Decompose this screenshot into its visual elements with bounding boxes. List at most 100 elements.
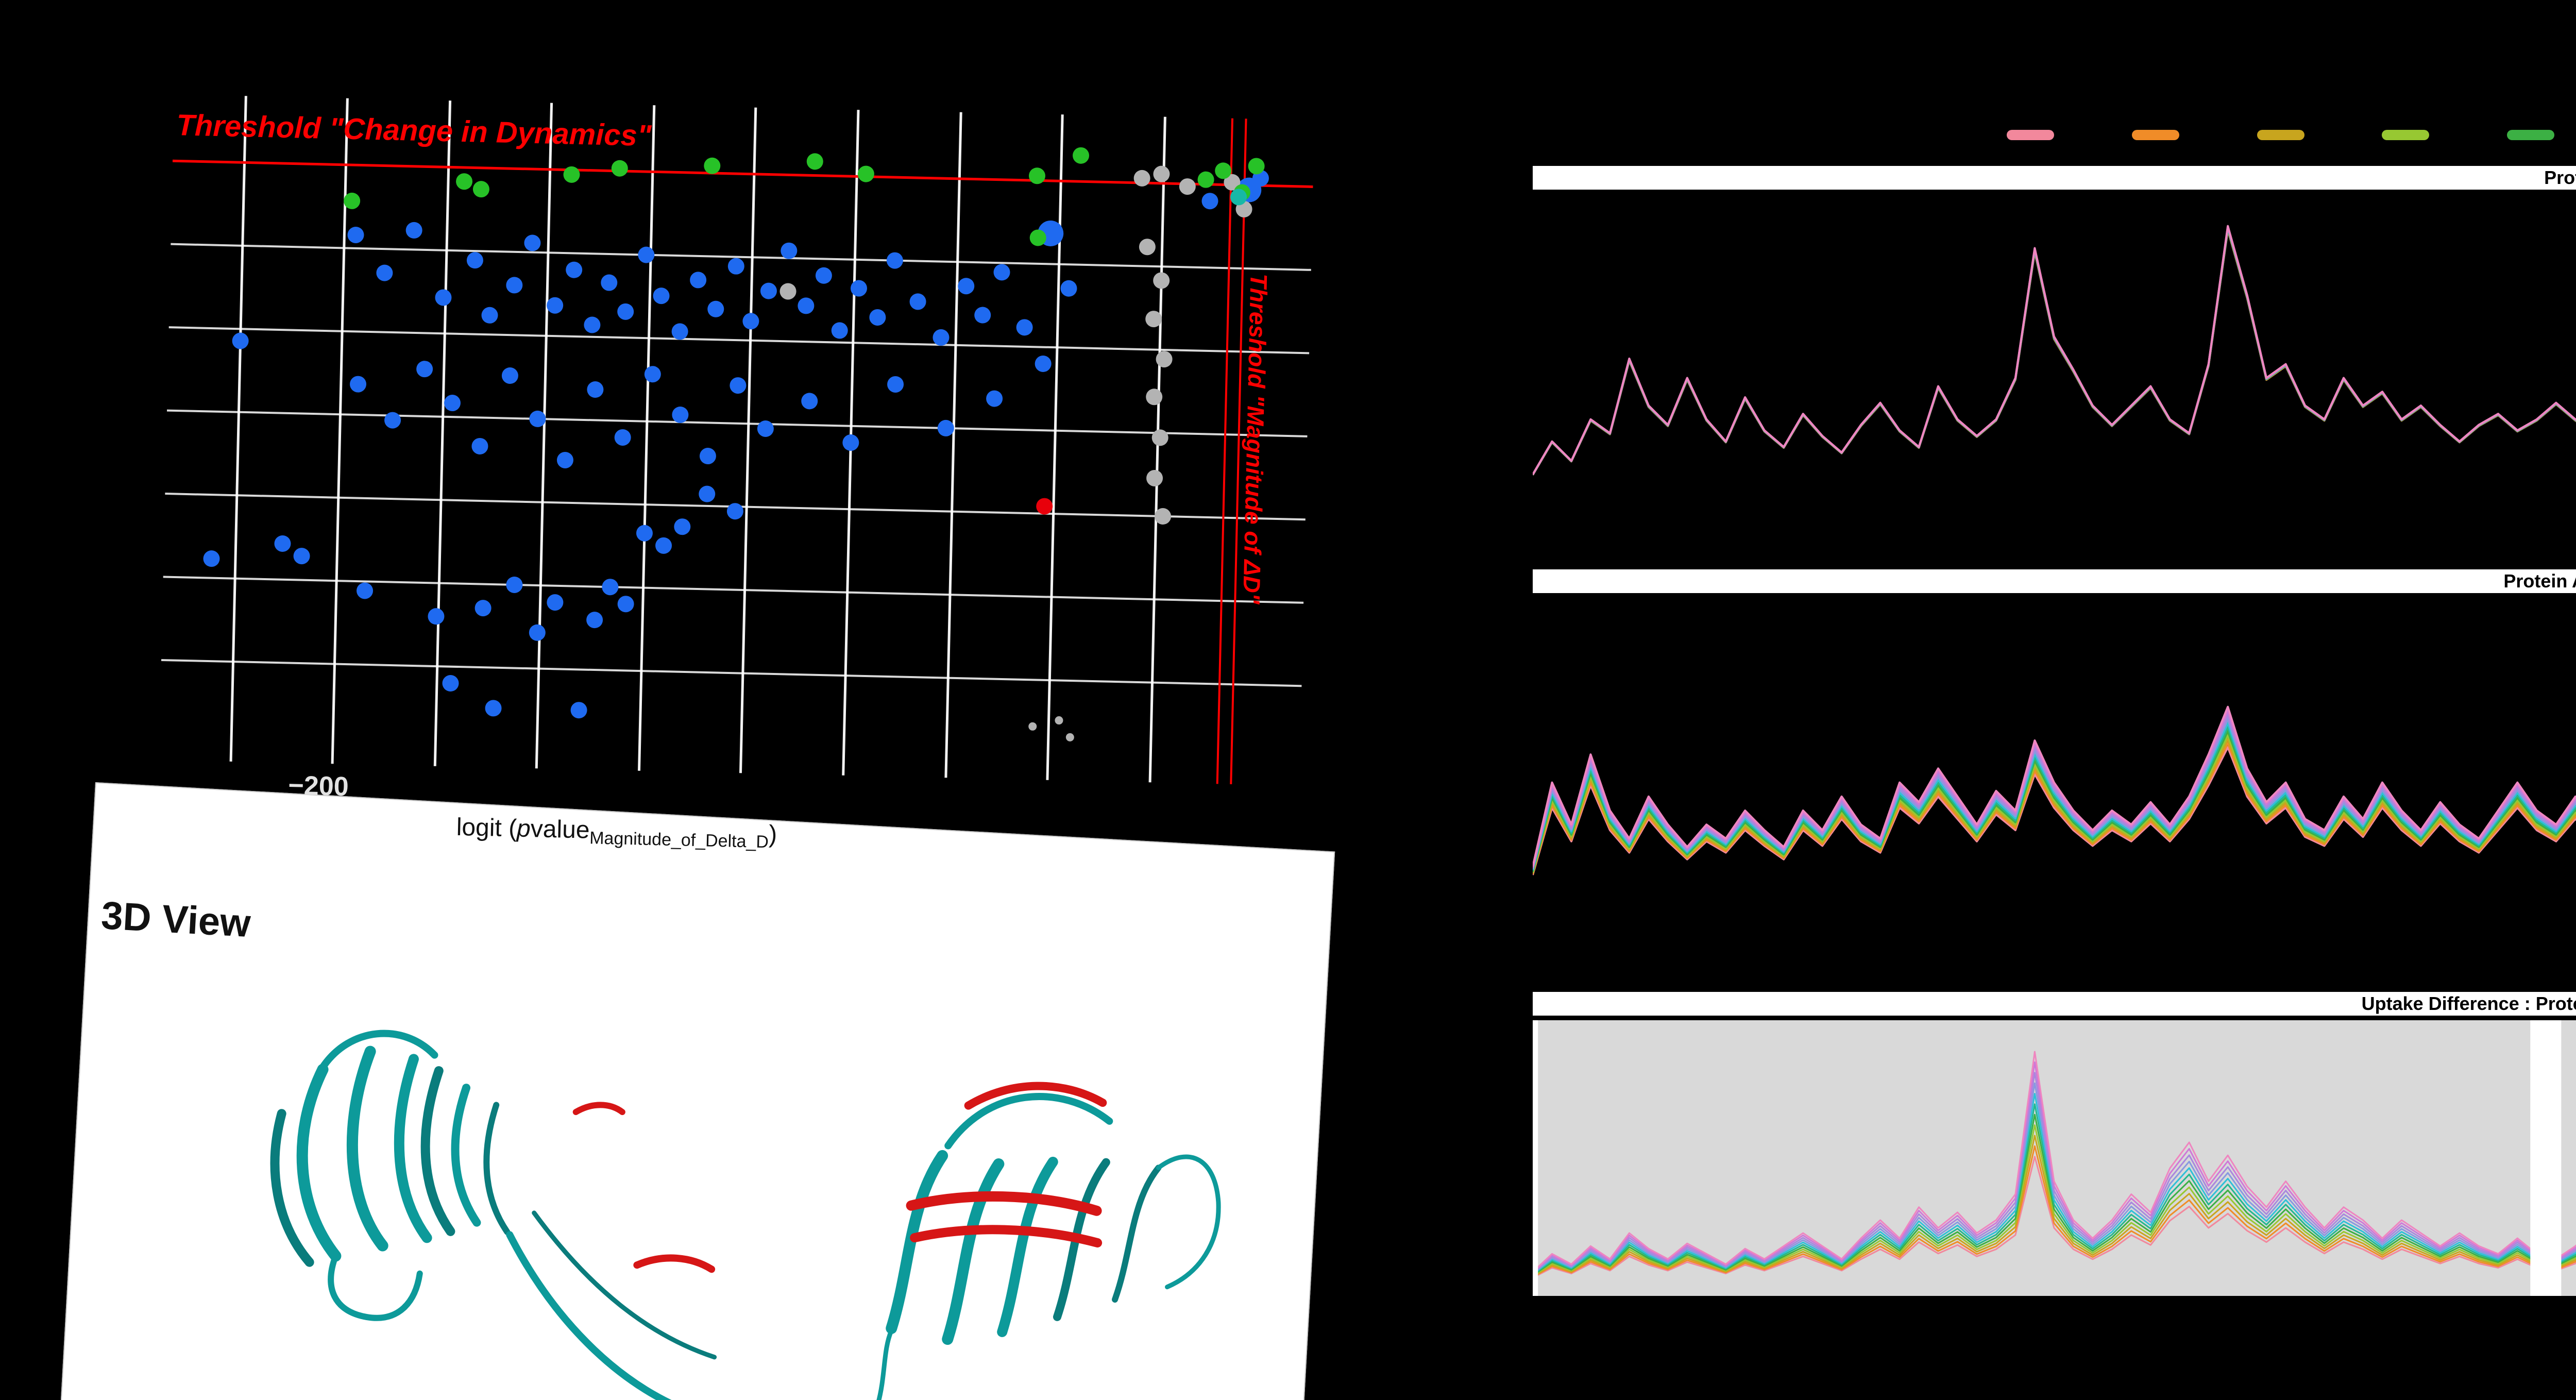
- series-line[interactable]: [1533, 227, 2576, 476]
- scatter-point[interactable]: [524, 234, 541, 251]
- legend-dash[interactable]: [2007, 130, 2054, 140]
- scatter-point[interactable]: [357, 582, 374, 599]
- scatter-point[interactable]: [203, 550, 220, 567]
- protein-a-uptake-chart[interactable]: [1533, 198, 2576, 544]
- scatter-point[interactable]: [1073, 147, 1090, 164]
- scatter-point[interactable]: [986, 390, 1003, 407]
- scatter-point[interactable]: [707, 300, 724, 317]
- scatter-point[interactable]: [638, 246, 655, 263]
- scatter-point[interactable]: [570, 702, 587, 719]
- scatter-point[interactable]: [636, 525, 653, 542]
- series-line[interactable]: [1533, 1145, 2576, 1278]
- scatter-point[interactable]: [1230, 189, 1247, 206]
- series-line[interactable]: [1533, 228, 2576, 476]
- scatter-point[interactable]: [232, 332, 249, 349]
- scatter-point[interactable]: [1153, 272, 1170, 289]
- scatter-point[interactable]: [1016, 319, 1033, 336]
- scatter-point[interactable]: [506, 576, 523, 594]
- scatter-point[interactable]: [1248, 158, 1265, 175]
- scatter-point[interactable]: [1224, 174, 1241, 191]
- scatter-point[interactable]: [1197, 171, 1214, 188]
- scatter-point[interactable]: [444, 395, 461, 412]
- scatter-point[interactable]: [699, 485, 716, 502]
- scatter-point[interactable]: [742, 313, 759, 330]
- scatter-point[interactable]: [653, 288, 670, 305]
- series-line[interactable]: [1533, 225, 2576, 476]
- scatter-point[interactable]: [602, 579, 619, 596]
- volcano-scatter[interactable]: [159, 94, 1315, 786]
- scatter-point[interactable]: [1153, 165, 1170, 182]
- scatter-point[interactable]: [617, 303, 634, 320]
- protein-ribbon[interactable]: [137, 957, 1270, 1400]
- series-line[interactable]: [1533, 1124, 2576, 1278]
- legend-dash[interactable]: [2257, 130, 2304, 140]
- legend-dash[interactable]: [2382, 130, 2430, 140]
- scatter-point[interactable]: [726, 503, 744, 520]
- scatter-point[interactable]: [466, 252, 484, 269]
- scatter-point[interactable]: [655, 537, 672, 554]
- scatter-point[interactable]: [587, 381, 604, 398]
- series-line[interactable]: [1533, 225, 2576, 476]
- scatter-point[interactable]: [547, 594, 564, 611]
- series-line[interactable]: [1533, 1135, 2576, 1278]
- series-line[interactable]: [1533, 227, 2576, 476]
- scatter-point[interactable]: [293, 548, 310, 565]
- scatter-point[interactable]: [1151, 429, 1168, 446]
- scatter-point[interactable]: [1035, 355, 1052, 373]
- scatter-point[interactable]: [801, 393, 818, 410]
- scatter-point[interactable]: [993, 264, 1010, 281]
- scatter-point[interactable]: [274, 535, 291, 552]
- scatter-point[interactable]: [1028, 722, 1037, 731]
- scatter-point[interactable]: [1146, 469, 1163, 487]
- series-line[interactable]: [1533, 1051, 2576, 1275]
- series-line[interactable]: [1533, 1061, 2576, 1275]
- scatter-point[interactable]: [690, 272, 707, 289]
- series-line[interactable]: [1533, 1082, 2576, 1276]
- scatter-point[interactable]: [937, 419, 954, 437]
- scatter-point[interactable]: [376, 264, 393, 281]
- scatter-point[interactable]: [428, 608, 445, 625]
- scatter-point[interactable]: [347, 226, 364, 244]
- scatter-point[interactable]: [601, 274, 618, 291]
- scatter-point[interactable]: [672, 406, 689, 424]
- scatter-point[interactable]: [556, 451, 574, 469]
- scatter-point[interactable]: [857, 165, 875, 182]
- scatter-point[interactable]: [350, 376, 367, 393]
- scatter-point[interactable]: [611, 160, 628, 177]
- scatter-point[interactable]: [815, 267, 833, 284]
- scatter-point[interactable]: [671, 323, 688, 340]
- scatter-point[interactable]: [1036, 498, 1053, 515]
- scatter-point[interactable]: [974, 307, 991, 324]
- protein-a-ligand-uptake-chart[interactable]: [1533, 600, 2576, 951]
- scatter-point[interactable]: [869, 309, 886, 326]
- scatter-point[interactable]: [1201, 193, 1218, 210]
- scatter-point[interactable]: [384, 412, 401, 429]
- scatter-point[interactable]: [1029, 229, 1046, 246]
- scatter-point[interactable]: [699, 448, 717, 465]
- series-line[interactable]: [1533, 1093, 2576, 1277]
- scatter-point[interactable]: [586, 612, 603, 629]
- series-line[interactable]: [1533, 1072, 2576, 1276]
- series-line[interactable]: [1533, 226, 2576, 476]
- scatter-point[interactable]: [344, 192, 361, 210]
- legend-dash[interactable]: [2131, 130, 2179, 140]
- legend-dash[interactable]: [2507, 130, 2555, 140]
- scatter-point[interactable]: [757, 420, 774, 437]
- scatter-point[interactable]: [842, 434, 859, 451]
- series-line[interactable]: [1533, 228, 2576, 476]
- series-line[interactable]: [1533, 229, 2576, 476]
- scatter-point[interactable]: [887, 376, 904, 393]
- scatter-point[interactable]: [1179, 178, 1196, 195]
- scatter-point[interactable]: [644, 366, 661, 383]
- scatter-point[interactable]: [781, 242, 798, 259]
- scatter-point[interactable]: [727, 258, 744, 275]
- scatter-point[interactable]: [779, 283, 796, 300]
- scatter-point[interactable]: [485, 700, 502, 717]
- scatter-point[interactable]: [566, 261, 583, 278]
- scatter-point[interactable]: [1145, 311, 1162, 328]
- series-line[interactable]: [1533, 1156, 2576, 1279]
- scatter-point[interactable]: [472, 181, 490, 198]
- scatter-point[interactable]: [958, 278, 975, 295]
- scatter-point[interactable]: [405, 222, 422, 239]
- series-line[interactable]: [1533, 226, 2576, 476]
